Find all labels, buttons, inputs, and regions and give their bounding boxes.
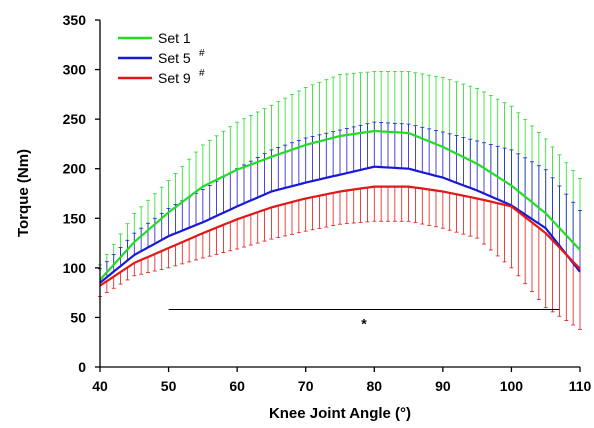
y-tick-label: 250 <box>63 111 87 127</box>
x-ticks: 40 50 60 70 80 90 100 110 <box>92 367 592 394</box>
error-bars <box>98 71 582 330</box>
x-axis-label: Knee Joint Angle (°) <box>269 405 411 422</box>
legend: Set 1 Set 5 # Set 9 # <box>118 30 205 86</box>
legend-marker: # <box>199 68 205 79</box>
y-tick-label: 300 <box>63 62 87 78</box>
y-tick-label: 50 <box>70 309 86 325</box>
legend-label: Set 5 <box>158 50 191 66</box>
x-tick-label: 100 <box>500 378 524 394</box>
legend-label: Set 1 <box>158 30 191 46</box>
legend-label: Set 9 <box>158 70 191 86</box>
axes <box>99 20 580 368</box>
x-tick-label: 70 <box>298 378 314 394</box>
series-line-3 <box>99 185 581 287</box>
series-line-2 <box>99 165 581 284</box>
x-tick-label: 40 <box>92 378 108 394</box>
y-tick-label: 150 <box>63 210 87 226</box>
x-tick-label: 50 <box>161 378 177 394</box>
x-tick-label: 110 <box>569 378 592 394</box>
y-tick-label: 100 <box>63 260 87 276</box>
x-tick-label: 90 <box>435 378 451 394</box>
y-axis-label: Torque (Nm) <box>15 149 32 237</box>
series-line-1 <box>99 129 581 281</box>
legend-marker: # <box>199 48 205 59</box>
x-tick-label: 80 <box>366 378 382 394</box>
y-tick-label: 200 <box>63 161 87 177</box>
significance-annotation: * <box>168 308 560 331</box>
x-tick-label: 60 <box>229 378 245 394</box>
y-ticks: 0 50 100 150 200 250 300 350 <box>63 12 100 375</box>
significance-asterisk: * <box>361 315 367 331</box>
series-lines <box>99 129 581 287</box>
y-tick-label: 350 <box>63 12 87 28</box>
y-tick-label: 0 <box>78 359 86 375</box>
